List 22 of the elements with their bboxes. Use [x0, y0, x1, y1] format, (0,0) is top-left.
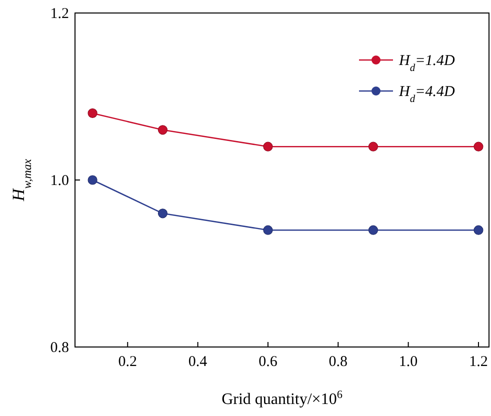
- y-tick-label: 1.2: [50, 6, 69, 22]
- point: [263, 142, 273, 152]
- x-tick-label: 0.2: [118, 354, 137, 370]
- y-tick-label: 0.8: [50, 340, 69, 356]
- point: [474, 225, 484, 235]
- point: [368, 142, 378, 152]
- x-axis-title: Grid quantity/×10$^{6}$: [222, 389, 343, 408]
- y-tick-label: 1.0: [50, 173, 69, 189]
- point: [88, 108, 98, 118]
- point: [474, 142, 484, 152]
- point: [88, 175, 98, 185]
- point: [368, 225, 378, 235]
- legend-label: H$_{d}$=4.4D: [398, 84, 455, 104]
- x-tick-label: 0.8: [328, 354, 348, 370]
- point: [158, 208, 168, 218]
- x-tick-label: 0.6: [258, 354, 278, 370]
- x-tick-label: 0.4: [188, 354, 208, 370]
- point: [158, 125, 168, 135]
- legend-label: H$_{d}$=1.4D: [398, 53, 455, 74]
- x-tick-label: 1.0: [398, 354, 418, 370]
- point: [263, 225, 273, 235]
- x-tick-label: 1.2: [469, 354, 488, 370]
